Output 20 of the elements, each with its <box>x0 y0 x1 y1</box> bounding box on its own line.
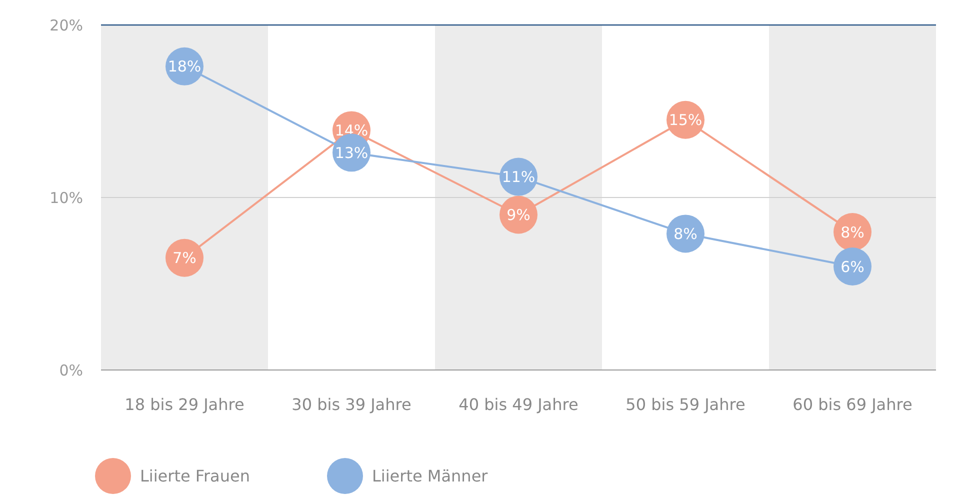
legend-label: Liierte Frauen <box>140 466 250 486</box>
data-label: 7% <box>172 249 196 268</box>
x-tick-label: 40 bis 49 Jahre <box>458 395 578 414</box>
data-label: 9% <box>506 206 530 224</box>
x-tick-label: 30 bis 39 Jahre <box>292 395 412 414</box>
data-label: 14% <box>334 121 368 140</box>
data-label: 18% <box>168 58 202 76</box>
x-tick-label: 60 bis 69 Jahre <box>792 395 912 414</box>
y-tick-label: 0% <box>59 361 83 380</box>
data-label: 13% <box>334 144 368 162</box>
data-label: 6% <box>840 258 864 276</box>
data-label: 15% <box>668 111 702 130</box>
x-tick-label: 18 bis 29 Jahre <box>124 395 244 414</box>
data-label: 8% <box>674 224 698 243</box>
legend-label: Liierte Männer <box>372 466 488 486</box>
y-tick-label: 10% <box>50 188 83 207</box>
x-tick-label: 50 bis 59 Jahre <box>626 395 746 414</box>
data-label: 8% <box>840 223 864 242</box>
data-label: 11% <box>502 168 536 186</box>
y-tick-label: 20% <box>50 16 83 34</box>
